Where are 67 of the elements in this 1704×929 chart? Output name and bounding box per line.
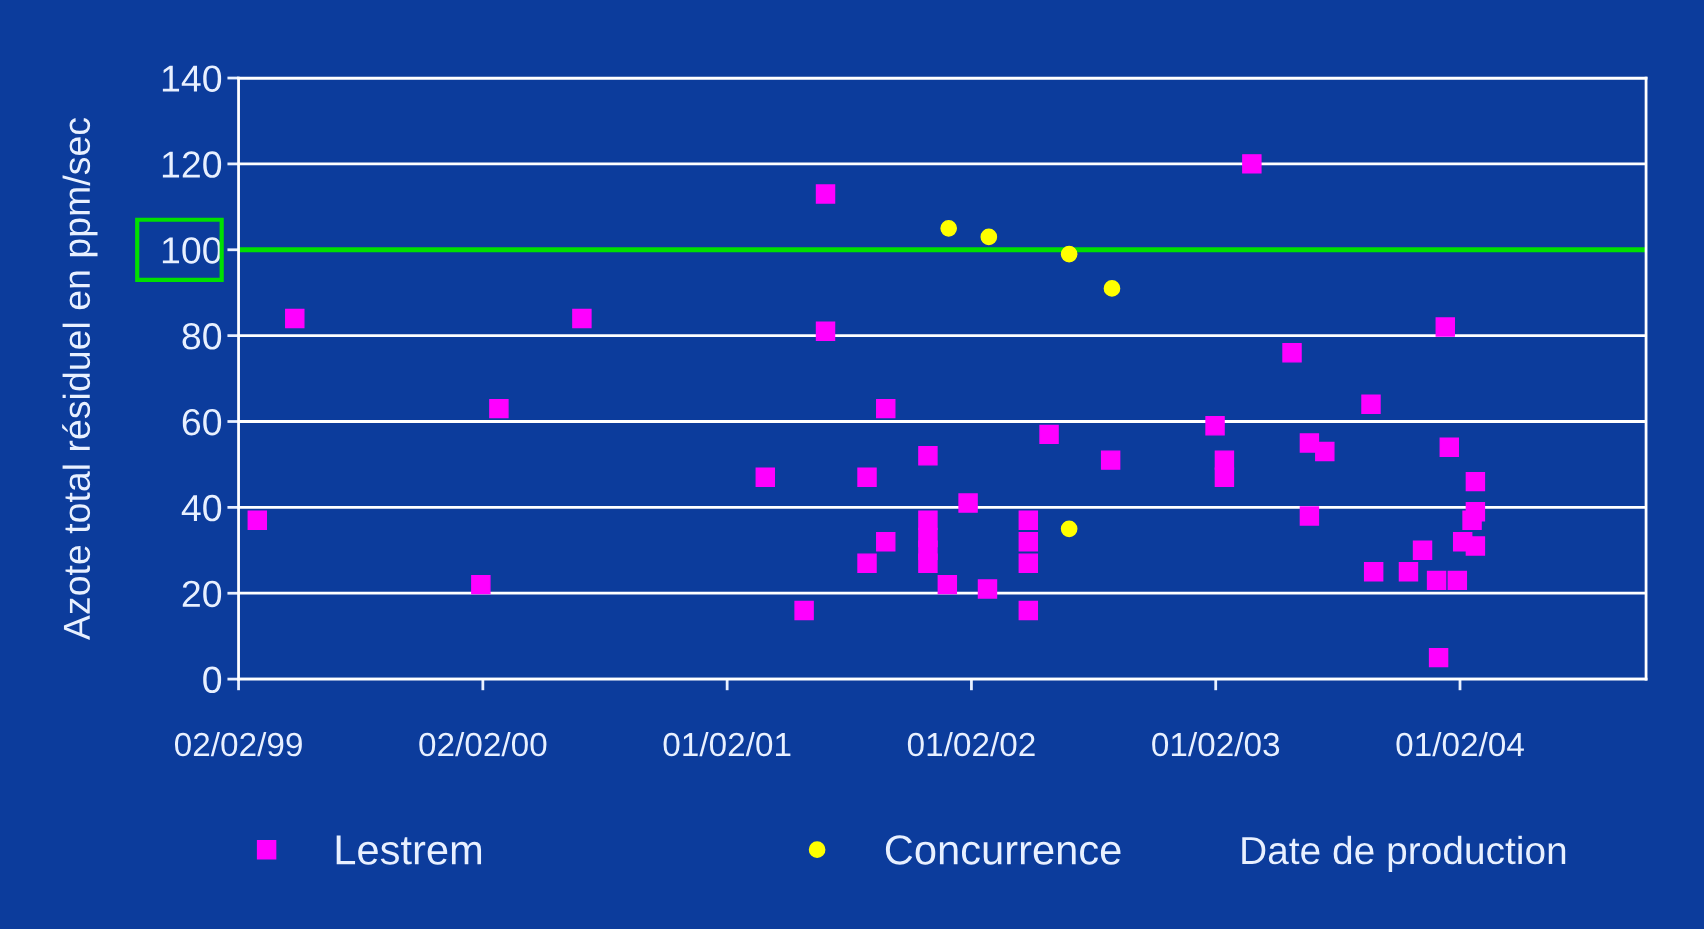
point — [977, 579, 998, 599]
x-axis-title: Date de production — [1242, 835, 1566, 873]
x-tick-label: 01/02/02 — [907, 731, 1035, 757]
point — [1060, 520, 1078, 538]
point — [1428, 647, 1449, 668]
point — [1282, 343, 1302, 363]
y-tick-label: 100 — [162, 237, 222, 264]
y-axis-title: Azote total résiduel en ppm/sec — [62, 117, 98, 641]
point — [1412, 540, 1433, 561]
legend-label: Lestrem — [336, 835, 482, 865]
point — [1439, 437, 1460, 457]
point — [1447, 570, 1468, 591]
point — [1039, 424, 1059, 445]
point — [958, 493, 978, 513]
point — [1398, 562, 1419, 582]
point — [794, 600, 814, 621]
point — [471, 574, 491, 595]
point — [1465, 471, 1486, 492]
x-tick-label: 01/02/04 — [1396, 731, 1524, 757]
point — [857, 467, 877, 488]
y-tick-label: 120 — [162, 151, 222, 178]
point — [285, 308, 305, 329]
point — [1242, 154, 1262, 174]
point — [1018, 531, 1039, 552]
point — [1103, 280, 1121, 297]
point — [1018, 600, 1039, 621]
point — [247, 510, 268, 530]
point — [980, 228, 998, 246]
point — [918, 446, 938, 466]
point — [1363, 562, 1384, 582]
y-tick-label: 60 — [182, 408, 222, 436]
y-tick-label: 40 — [181, 494, 222, 522]
point — [1205, 416, 1225, 436]
point — [940, 219, 958, 237]
y-tick-label: 80 — [182, 323, 222, 350]
point — [1214, 467, 1235, 488]
x-tick-label: 02/02/00 — [419, 731, 547, 757]
point — [815, 321, 836, 342]
point — [876, 398, 896, 419]
legend-label: Concurrence — [885, 835, 1121, 865]
point — [1426, 570, 1447, 591]
point — [918, 553, 938, 573]
point — [918, 510, 938, 530]
point — [755, 467, 776, 488]
x-tick-label: 02/02/99 — [174, 731, 302, 757]
point — [937, 574, 958, 595]
point — [1465, 501, 1486, 522]
point — [1060, 245, 1078, 263]
y-tick-label: 20 — [182, 580, 222, 608]
point — [489, 398, 509, 419]
point — [1465, 536, 1486, 556]
point — [1018, 510, 1039, 530]
x-tick-label: 01/02/03 — [1152, 731, 1280, 757]
point — [1435, 317, 1456, 337]
point — [1361, 394, 1381, 415]
point — [1018, 553, 1039, 573]
point — [572, 308, 592, 329]
point — [1214, 450, 1235, 470]
point — [1100, 450, 1121, 470]
point — [815, 184, 836, 204]
y-tick-label: 140 — [162, 65, 222, 92]
point — [1315, 441, 1335, 462]
point — [857, 553, 877, 573]
point — [876, 531, 896, 552]
x-tick-label: 01/02/01 — [663, 731, 791, 757]
point — [1299, 506, 1320, 526]
y-tick-label: 0 — [203, 666, 222, 694]
